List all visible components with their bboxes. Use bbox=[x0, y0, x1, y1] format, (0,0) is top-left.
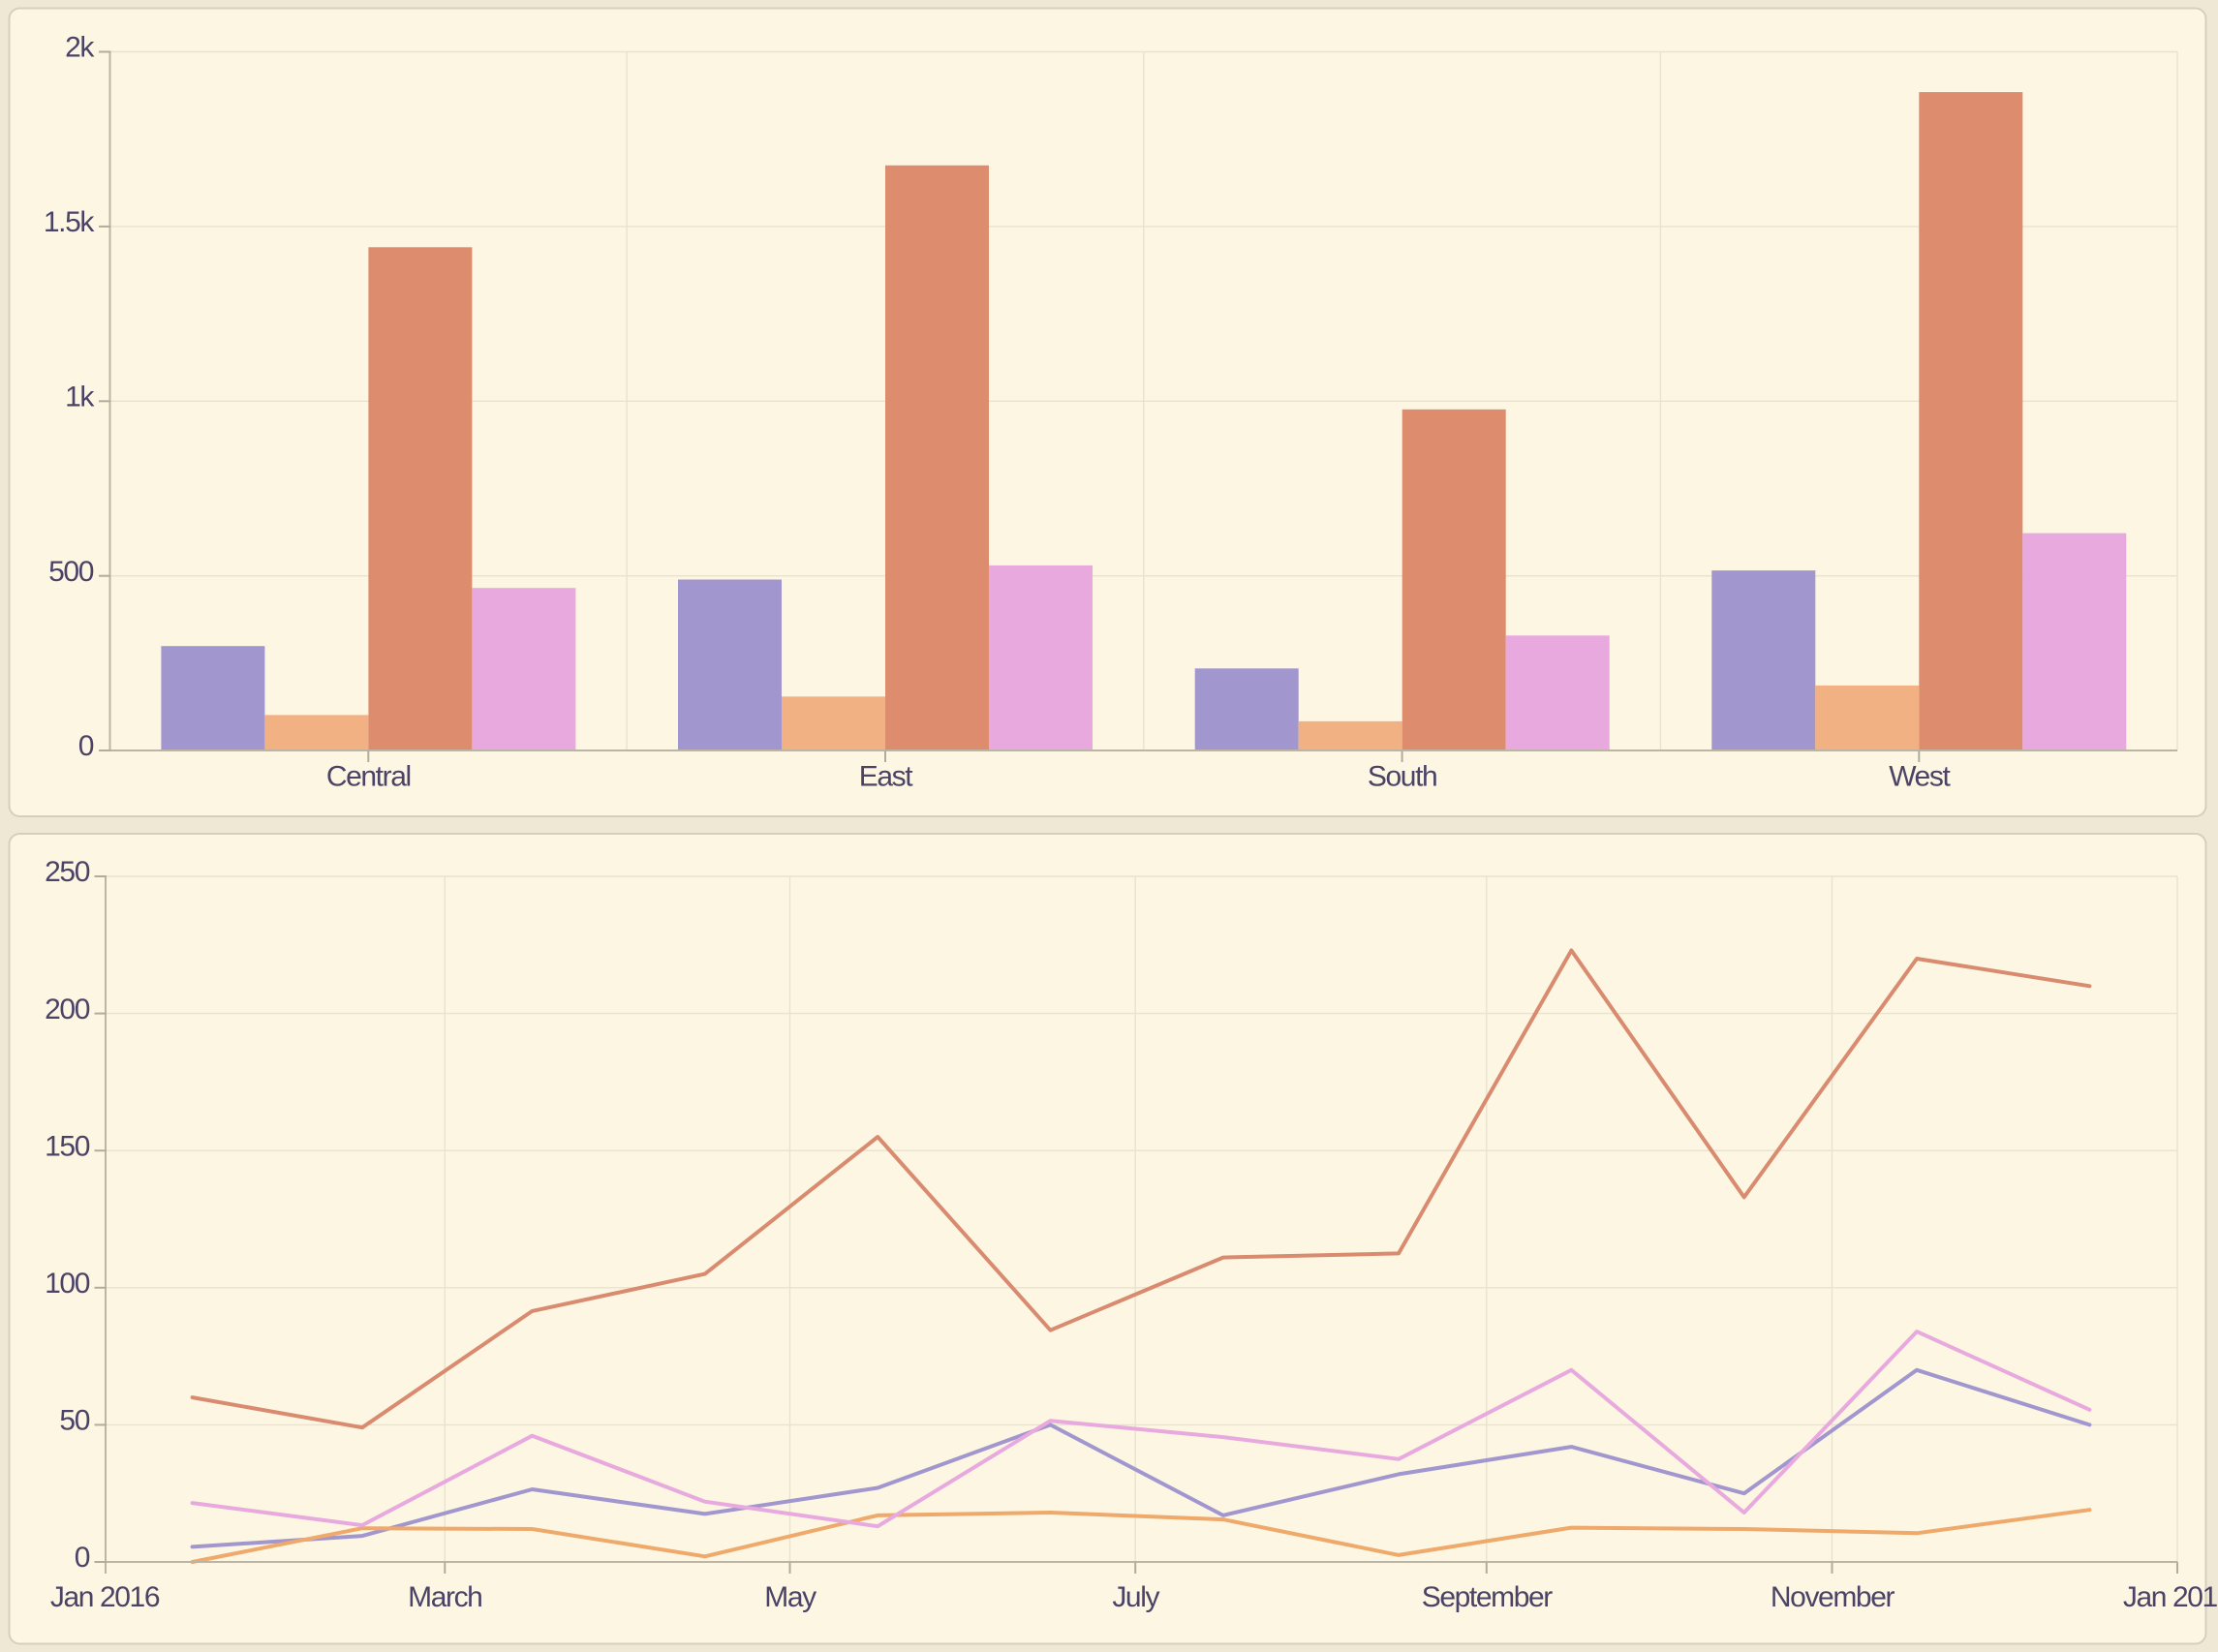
svg-text:West: West bbox=[1889, 761, 1951, 793]
svg-text:South: South bbox=[1368, 761, 1436, 793]
svg-text:November: November bbox=[1771, 1581, 1895, 1613]
svg-text:50: 50 bbox=[59, 1405, 89, 1437]
svg-text:1k: 1k bbox=[65, 382, 95, 413]
svg-text:250: 250 bbox=[45, 856, 90, 888]
svg-text:July: July bbox=[1112, 1581, 1159, 1613]
svg-text:200: 200 bbox=[45, 994, 90, 1025]
svg-text:Central: Central bbox=[326, 761, 411, 793]
svg-text:March: March bbox=[408, 1581, 481, 1613]
svg-text:1.5k: 1.5k bbox=[44, 206, 96, 238]
svg-text:September: September bbox=[1422, 1581, 1554, 1613]
svg-text:0: 0 bbox=[78, 730, 94, 762]
svg-text:East: East bbox=[859, 761, 913, 793]
svg-text:Jan 2016: Jan 2016 bbox=[50, 1581, 160, 1613]
svg-text:Jan 2017: Jan 2017 bbox=[2123, 1581, 2218, 1613]
svg-text:0: 0 bbox=[75, 1542, 90, 1574]
svg-text:2k: 2k bbox=[65, 32, 95, 64]
svg-text:100: 100 bbox=[45, 1268, 90, 1300]
svg-text:150: 150 bbox=[45, 1130, 90, 1162]
svg-text:500: 500 bbox=[48, 556, 94, 588]
svg-text:May: May bbox=[764, 1581, 816, 1613]
